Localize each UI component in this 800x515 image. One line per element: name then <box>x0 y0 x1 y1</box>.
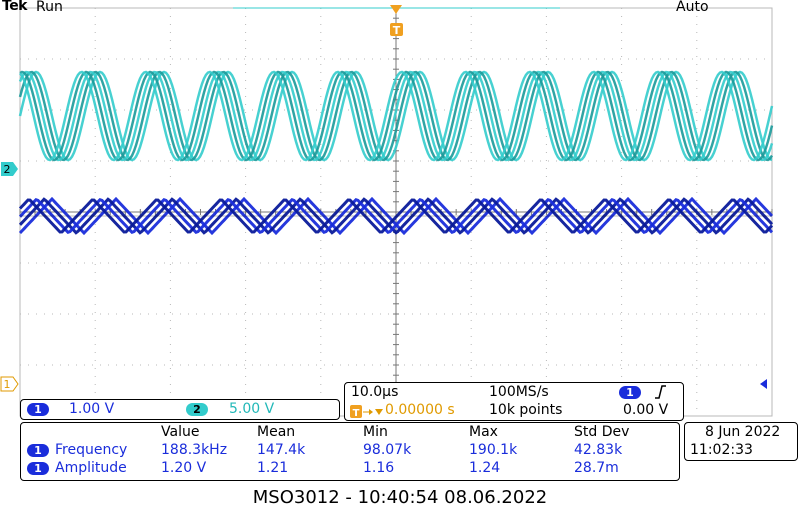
graticule <box>19 7 773 417</box>
ch2-scale[interactable]: 5.00 V <box>229 401 275 417</box>
timebase-panel: 10.0µs 100MS/s 1 T 0.00000 s 10k points … <box>344 382 684 421</box>
measurement-name: Frequency <box>55 442 128 458</box>
measurement-panel: Value Mean Min Max Std Dev 1 Frequency 1… <box>20 422 680 481</box>
ch1-badge[interactable]: 1 <box>27 403 49 416</box>
trigger-level-marker[interactable] <box>760 379 767 389</box>
trigger-source-badge[interactable]: 1 <box>619 386 641 399</box>
svg-text:T: T <box>353 408 360 419</box>
ch2-waveform <box>18 70 774 162</box>
ch1-scale[interactable]: 1.00 V <box>69 401 115 417</box>
ch2-badge[interactable]: 2 <box>186 403 208 416</box>
rising-edge-icon <box>653 383 667 405</box>
ch2-ground-marker[interactable]: 2 <box>1 162 18 176</box>
col-header-value: Value <box>161 424 200 440</box>
ch1-ground-marker[interactable]: 1 <box>0 376 19 392</box>
measurement-value: 188.3kHz <box>161 442 228 458</box>
row-channel-badge: 1 <box>27 462 49 475</box>
measurement-mean: 147.4k <box>257 442 306 458</box>
row-channel-badge: 1 <box>27 444 49 457</box>
time-display: 11:02:33 <box>690 442 753 458</box>
time-per-div[interactable]: 10.0µs <box>351 384 399 400</box>
col-header-std-dev: Std Dev <box>574 424 630 440</box>
trigger-mode: Auto <box>676 0 709 15</box>
sample-rate: 100MS/s <box>489 384 549 400</box>
trigger-level[interactable]: 0.00 V <box>623 402 669 418</box>
brand-logo: Tek <box>2 0 28 14</box>
date-display: 8 Jun 2022 <box>705 424 781 440</box>
col-header-min: Min <box>363 424 388 440</box>
footer-caption: MSO3012 - 10:40:54 08.06.2022 <box>252 487 548 508</box>
run-state: Run <box>36 0 63 15</box>
measurement-std-dev: 28.7m <box>574 460 619 476</box>
svg-text:2: 2 <box>4 163 11 176</box>
svg-text:1: 1 <box>4 378 11 391</box>
measurement-std-dev: 42.83k <box>574 442 623 458</box>
trigger-top-marker[interactable]: T <box>390 5 403 37</box>
svg-text:T: T <box>393 24 401 37</box>
measurement-max: 1.24 <box>469 460 501 476</box>
trigger-position-icon: T <box>350 404 384 423</box>
col-header-mean: Mean <box>257 424 296 440</box>
measurement-min: 98.07k <box>363 442 412 458</box>
trigger-position[interactable]: 0.00000 s <box>385 402 455 418</box>
measurement-max: 190.1k <box>469 442 518 458</box>
datetime-panel: 8 Jun 2022 11:02:33 <box>684 422 798 461</box>
measurement-value: 1.20 V <box>161 460 207 476</box>
record-length: 10k points <box>489 402 563 418</box>
measurement-min: 1.16 <box>363 460 395 476</box>
measurement-mean: 1.21 <box>257 460 289 476</box>
col-header-max: Max <box>469 424 498 440</box>
channel-scale-panel: 1 1.00 V 2 5.00 V <box>20 399 340 420</box>
measurement-name: Amplitude <box>55 460 127 476</box>
ch1-waveform <box>18 196 774 236</box>
